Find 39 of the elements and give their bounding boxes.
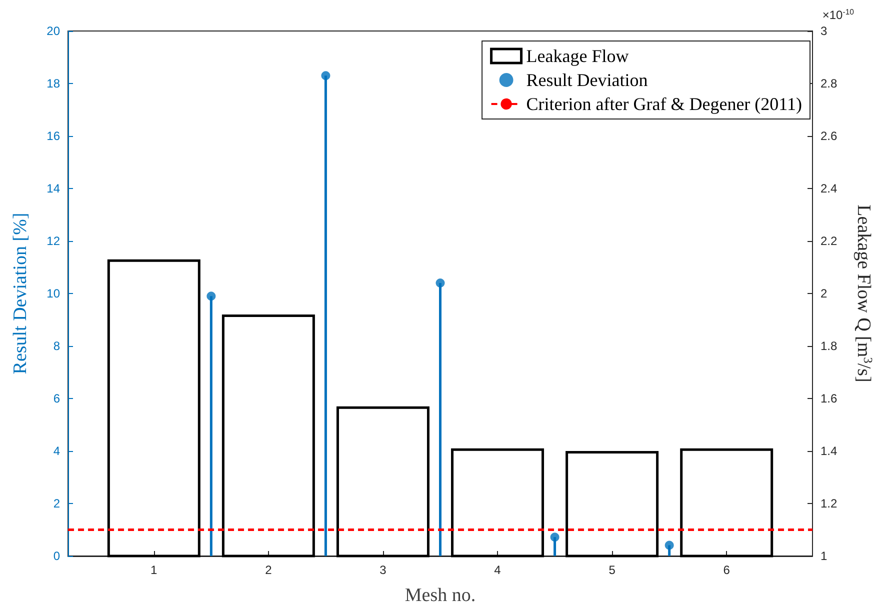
x-tick-label: 5 xyxy=(608,563,616,577)
y-axis-title: Result Deviation [%] xyxy=(10,212,31,374)
x-tick-label: 1 xyxy=(150,563,158,577)
y2-tick-label: 1.6 xyxy=(820,392,838,406)
x-axis-title: Mesh no. xyxy=(404,585,476,606)
y2-tick-label: 2.6 xyxy=(820,129,838,143)
y2-tick-label: 1 xyxy=(820,549,828,563)
y2-tick-label: 1.2 xyxy=(820,496,838,510)
y-tick-label: 10 xyxy=(46,286,60,300)
point xyxy=(206,292,216,301)
legend-label: Criterion after Graf & Degener (2011) xyxy=(526,94,802,114)
y-tick-label: 8 xyxy=(53,339,60,353)
y-tick-label: 2 xyxy=(53,496,60,510)
y2-tick-label: 2.4 xyxy=(820,182,838,196)
x-tick-label: 3 xyxy=(380,563,387,577)
point xyxy=(664,540,674,550)
point xyxy=(321,71,330,80)
y2-tick-label: 3 xyxy=(820,24,828,38)
point xyxy=(436,278,445,288)
y-tick-label: 6 xyxy=(53,392,60,406)
y-tick-label: 20 xyxy=(46,24,60,38)
y2-tick-label: 1.8 xyxy=(820,339,838,353)
y-tick-label: 14 xyxy=(46,182,60,196)
y2-tick-label: 1.4 xyxy=(820,444,838,458)
y-tick-label: 4 xyxy=(53,444,60,458)
y2-axis-title: Leakage Flow Q [m3/s] xyxy=(852,204,875,382)
x-tick-label: 2 xyxy=(265,563,272,577)
legend-label: Result Deviation xyxy=(526,70,648,90)
y2-tick-label: 2.8 xyxy=(820,76,838,90)
point xyxy=(550,532,560,542)
x-tick-label: 6 xyxy=(723,563,730,577)
legend-label: Leakage Flow xyxy=(526,46,629,66)
y-tick-label: 18 xyxy=(46,76,60,90)
y2-tick-label: 2.2 xyxy=(820,234,838,248)
x-tick-label: 4 xyxy=(494,563,502,577)
y2-tick-label: 2 xyxy=(820,286,828,300)
y-tick-label: 16 xyxy=(46,129,60,143)
y-tick-label: 0 xyxy=(53,549,60,563)
y-tick-label: 12 xyxy=(46,234,60,248)
